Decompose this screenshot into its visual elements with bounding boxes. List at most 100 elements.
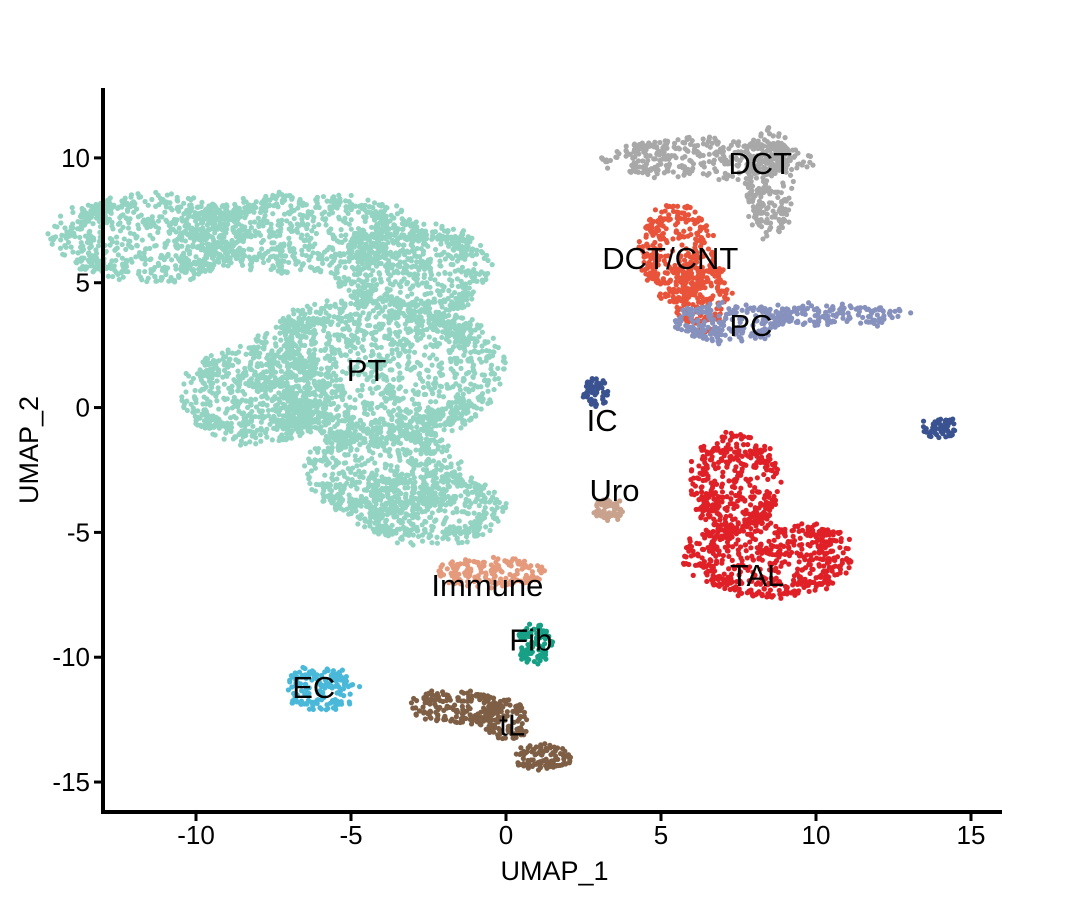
data-point [361, 469, 367, 475]
data-point [207, 375, 213, 381]
data-point [219, 221, 225, 227]
data-point [465, 358, 471, 364]
data-point [337, 253, 344, 259]
data-point [203, 421, 210, 427]
data-point [397, 457, 403, 463]
data-point [57, 245, 64, 251]
data-point [479, 372, 485, 378]
data-point [477, 356, 483, 362]
data-point [327, 481, 333, 487]
data-point [346, 337, 352, 343]
data-point [446, 312, 452, 319]
data-point [468, 251, 474, 258]
data-point [321, 494, 327, 500]
data-point [299, 247, 305, 254]
data-point [420, 378, 426, 384]
data-point [424, 291, 431, 297]
data-point [85, 236, 91, 243]
data-point [318, 366, 324, 372]
data-point [135, 271, 142, 277]
data-point [409, 417, 415, 424]
data-point [386, 226, 392, 232]
data-point [377, 452, 383, 458]
data-point [370, 267, 376, 274]
data-point [451, 306, 457, 312]
data-point [396, 405, 402, 411]
data-point [388, 463, 394, 469]
data-point [393, 320, 400, 327]
data-point [286, 319, 292, 326]
data-point [263, 331, 269, 338]
data-point [69, 205, 75, 211]
data-point [455, 283, 461, 290]
data-point [208, 366, 214, 372]
data-point [306, 474, 312, 480]
data-point [199, 411, 205, 417]
data-point [294, 229, 301, 235]
data-point [254, 383, 260, 389]
data-point [119, 204, 125, 210]
data-point [304, 364, 311, 370]
data-point [277, 383, 283, 390]
data-point [311, 340, 317, 347]
data-point [268, 351, 275, 358]
data-point [228, 420, 234, 426]
data-point [293, 351, 300, 357]
data-point [343, 220, 349, 226]
data-point [235, 349, 242, 355]
data-point [455, 305, 461, 311]
data-point [343, 444, 349, 450]
data-point [313, 358, 319, 365]
data-point [181, 211, 187, 217]
data-point [279, 248, 285, 254]
data-point [304, 303, 310, 309]
data-point [281, 390, 288, 396]
data-point [330, 400, 337, 407]
data-point [418, 330, 424, 336]
data-point [302, 237, 308, 243]
data-point [374, 467, 380, 473]
data-point [325, 330, 331, 337]
data-point [234, 254, 240, 261]
data-point [292, 323, 298, 329]
data-point [254, 373, 260, 379]
data-point [381, 244, 387, 251]
data-point [190, 375, 196, 382]
data-point [226, 357, 232, 363]
data-point [175, 245, 181, 251]
data-point [376, 242, 383, 248]
data-point [267, 387, 274, 393]
data-point [325, 353, 331, 359]
data-point [408, 424, 414, 431]
data-point [213, 365, 219, 371]
data-point [164, 192, 170, 198]
data-point [80, 263, 86, 270]
data-point [339, 418, 346, 424]
data-point [222, 214, 228, 220]
data-point [320, 405, 326, 411]
data-point [352, 428, 358, 434]
data-point [340, 326, 346, 332]
data-point [368, 209, 374, 216]
data-point [361, 410, 368, 416]
data-point [330, 499, 336, 505]
data-point [243, 351, 249, 357]
data-point [174, 194, 180, 200]
data-point [334, 413, 341, 419]
data-point [329, 389, 335, 395]
data-point [371, 258, 377, 265]
data-point [151, 221, 157, 227]
data-point [307, 480, 313, 487]
data-point [253, 199, 259, 205]
data-point [236, 377, 242, 383]
data-point [194, 204, 200, 210]
data-point [455, 343, 462, 349]
data-point [142, 268, 148, 275]
data-point [388, 428, 395, 435]
data-point [251, 344, 257, 350]
data-point [461, 284, 467, 291]
data-point [317, 399, 323, 405]
data-point [337, 350, 343, 356]
data-point [212, 230, 218, 236]
data-point [202, 267, 208, 273]
